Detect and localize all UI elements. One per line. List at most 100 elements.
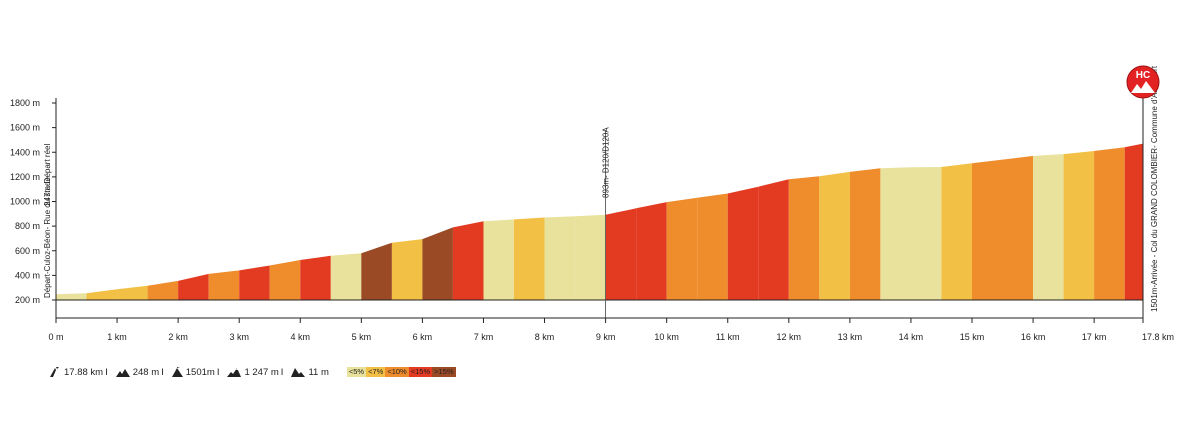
profile-segment-23 <box>758 179 789 300</box>
profile-segment-18 <box>605 208 637 300</box>
start-annotation-elevation: 247m-Départ réel <box>43 144 52 206</box>
distance-stat: 17.88 km I <box>50 367 112 378</box>
profile-segment-24 <box>788 176 820 300</box>
gain-value: 1 247 m <box>244 366 279 378</box>
y-tick-label: 600 m <box>15 246 40 256</box>
waypoint-annotation: 893m- D120/D120A <box>602 127 611 198</box>
hc-badge-label: HC <box>1136 70 1150 81</box>
x-tick-label: 13 km <box>838 332 863 342</box>
profile-segment-1 <box>86 289 118 300</box>
profile-segment-13 <box>452 221 484 300</box>
x-tick-label: 15 km <box>960 332 985 342</box>
x-tick-label: 0 m <box>48 332 63 342</box>
y-tick-label: 1200 m <box>10 172 40 182</box>
loss-value: 11 m <box>308 366 329 378</box>
descent-icon <box>291 368 306 377</box>
y-tick-label: 1600 m <box>10 123 40 133</box>
start-elevation-value: 248 m <box>132 366 160 378</box>
x-tick-label: 14 km <box>899 332 924 342</box>
legend-item: <7% <box>366 367 386 377</box>
stat-separator: I <box>161 366 164 378</box>
stat-separator: I <box>105 366 108 378</box>
profile-segment-9 <box>330 253 362 300</box>
annotations: Départ-Culoz-Béon- Rue du stade247m-Dépa… <box>43 65 1159 318</box>
summit-badge: HC <box>1126 65 1160 99</box>
profile-segment-8 <box>300 255 331 300</box>
y-tick-label: 1000 m <box>10 197 40 207</box>
x-tick-label: 16 km <box>1021 332 1046 342</box>
x-tick-label: 12 km <box>777 332 802 342</box>
x-tick-label: 7 km <box>474 332 494 342</box>
profile-segment-34 <box>1094 147 1125 300</box>
profile-segment-22 <box>727 186 759 300</box>
profile-segment-12 <box>422 227 453 300</box>
x-tick-label: 3 km <box>229 332 249 342</box>
profile-segment-17 <box>575 214 606 300</box>
x-tick-label: 10 km <box>654 332 679 342</box>
x-tick-label: 9 km <box>596 332 616 342</box>
mountain-icon <box>1131 81 1155 93</box>
y-axis-ticks: 200 m 400 m 600 m 800 m 1000 m 1200 m 1400 m 16… <box>10 98 56 305</box>
profile-segment-31 <box>1002 155 1034 300</box>
profile-segment-30 <box>972 159 1003 300</box>
y-tick-label: 200 m <box>15 295 40 305</box>
stat-separator: I <box>216 366 220 378</box>
profile-segment-19 <box>636 202 667 300</box>
max-elevation-stat: 1501m I <box>171 366 224 378</box>
x-tick-label: 17 km <box>1082 332 1107 342</box>
profile-segment-6 <box>239 265 270 300</box>
profile-segment-14 <box>483 219 514 300</box>
profile-segment-29 <box>941 163 972 300</box>
x-tick-label: 5 km <box>352 332 372 342</box>
distance-icon <box>50 367 59 377</box>
max-elevation-value: 1501m <box>185 366 215 378</box>
chart-frame <box>55 96 1144 323</box>
profile-segment-7 <box>269 260 301 300</box>
gradient-legend: <5% <7% <10% <15% >15% <box>346 367 456 377</box>
stats-bar: 17.88 km I 248 m I 1501m I 1 247 m I 11 … <box>50 366 456 378</box>
profile-segment-15 <box>514 217 545 300</box>
profile-segment-27 <box>880 167 911 300</box>
profile-segment-16 <box>544 216 576 300</box>
x-axis-ticks: 0 m 1 km 2 km 3 km 4 km 5 km 6 km 7 km 8 km 9 km 1… <box>48 318 1174 342</box>
finish-annotation: 1501m-Arrivée - Col du GRAND COLOMBIER- … <box>1150 65 1159 312</box>
profile-segment-3 <box>147 280 179 300</box>
y-tick-label: 1800 m <box>10 98 40 108</box>
profile-segment-25 <box>819 171 850 300</box>
profile-segment-20 <box>666 197 698 300</box>
profile-segment-26 <box>849 168 881 300</box>
legend-item: <15% <box>408 367 433 377</box>
profile-segment-4 <box>178 273 209 300</box>
x-tick-label: 2 km <box>168 332 188 342</box>
stat-separator: I <box>280 366 284 378</box>
profile-segment-5 <box>208 270 240 300</box>
loss-stat: 11 m <box>291 366 329 378</box>
x-tick-label: 8 km <box>535 332 555 342</box>
summit-icon <box>171 367 183 377</box>
profile-segment-10 <box>361 242 392 300</box>
profile-segment-0 <box>56 293 87 300</box>
y-tick-label: 400 m <box>15 270 40 280</box>
x-tick-label: 4 km <box>291 332 311 342</box>
low-mountain-icon <box>115 369 130 377</box>
legend-item: >15% <box>432 367 456 377</box>
legend-item: <10% <box>385 367 409 377</box>
gain-stat: 1 247 m I <box>227 367 287 378</box>
legend-item: <5% <box>346 367 367 377</box>
start-elevation-stat: 248 m I <box>115 366 168 378</box>
profile-segment-28 <box>910 167 942 300</box>
x-tick-label: 1 km <box>107 332 127 342</box>
ascent-icon <box>227 367 242 377</box>
x-tick-label: 6 km <box>413 332 433 342</box>
profile-segment-32 <box>1033 154 1064 300</box>
x-tick-label: 17.8 km <box>1142 332 1174 342</box>
profile-segment-21 <box>697 193 728 300</box>
gradient-bands <box>56 143 1143 300</box>
profile-segment-2 <box>117 285 148 300</box>
y-tick-label: 800 m <box>15 221 40 231</box>
profile-segment-35 <box>1124 143 1143 300</box>
profile-segment-11 <box>391 239 423 300</box>
start-annotation: Départ-Culoz-Béon- Rue du stade <box>43 176 52 298</box>
profile-segment-33 <box>1063 151 1095 300</box>
